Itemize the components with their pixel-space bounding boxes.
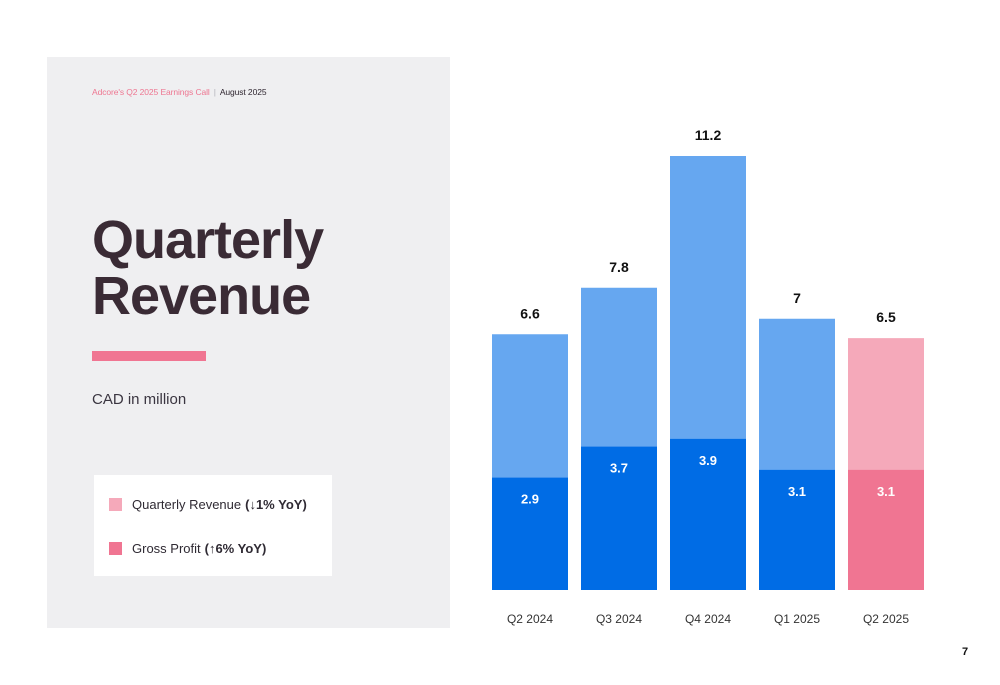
revenue-value-label-2: 7.8 [609,259,629,275]
legend-item-gross-profit: Gross Profit (↑6% YoY) [109,539,266,557]
gross-profit-value-label-3: 3.9 [699,453,717,468]
legend-change-gross-profit: (↑6% YoY) [204,540,267,556]
page-title: Quarterly Revenue [92,210,324,326]
title-line-1: Quarterly [92,210,324,270]
event-date: August 2025 [219,87,267,97]
bar-gross-profit-1 [492,477,568,590]
x-tick-label-5: Q2 2025 [863,612,909,626]
revenue-value-label-5: 6.5 [876,309,896,325]
unit-label: CAD in million [92,391,187,408]
legend: Quarterly Revenue (↓1% YoY) Gross Profit… [94,475,332,576]
title-accent-bar [92,351,206,361]
gross-profit-value-label-4: 3.1 [788,484,806,499]
legend-change-revenue: (↓1% YoY) [245,496,307,512]
legend-swatch-gross-profit [109,541,122,555]
left-panel: Adcore's Q2 2025 Earnings Call | August 20… [47,57,450,628]
page-number: 7 [962,646,969,658]
x-tick-label-4: Q1 2025 [774,612,820,626]
legend-item-revenue: Quarterly Revenue (↓1% YoY) [109,495,307,513]
bar-gross-profit-5 [848,469,924,590]
legend-swatch-revenue [109,497,122,511]
legend-label-revenue: Quarterly Revenue [132,496,242,512]
header-separator: | [213,87,216,97]
revenue-value-label-1: 6.6 [520,305,540,321]
legend-label-gross-profit: Gross Profit [132,540,201,556]
revenue-value-label-3: 11.2 [695,127,722,143]
bar-gross-profit-2 [581,446,657,590]
revenue-bar-chart: 6.6 2.9 Q2 2024 7.8 3.7 Q3 2024 11.2 3.9 Q4 2024… [492,127,924,626]
bar-gross-profit-4 [759,469,835,590]
event-name: Adcore's Q2 2025 Earnings Call [92,87,210,97]
title-line-2: Revenue [92,266,311,326]
gross-profit-value-label-1: 2.9 [521,492,539,507]
x-tick-label-3: Q4 2024 [685,612,731,626]
gross-profit-value-label-2: 3.7 [610,461,628,476]
header-line: Adcore's Q2 2025 Earnings Call | August 20… [92,87,267,97]
x-tick-label-1: Q2 2024 [507,612,553,626]
gross-profit-value-label-5: 3.1 [877,484,895,499]
x-tick-label-2: Q3 2024 [596,612,642,626]
revenue-value-label-4: 7 [793,290,801,306]
bar-gross-profit-3 [670,438,746,590]
